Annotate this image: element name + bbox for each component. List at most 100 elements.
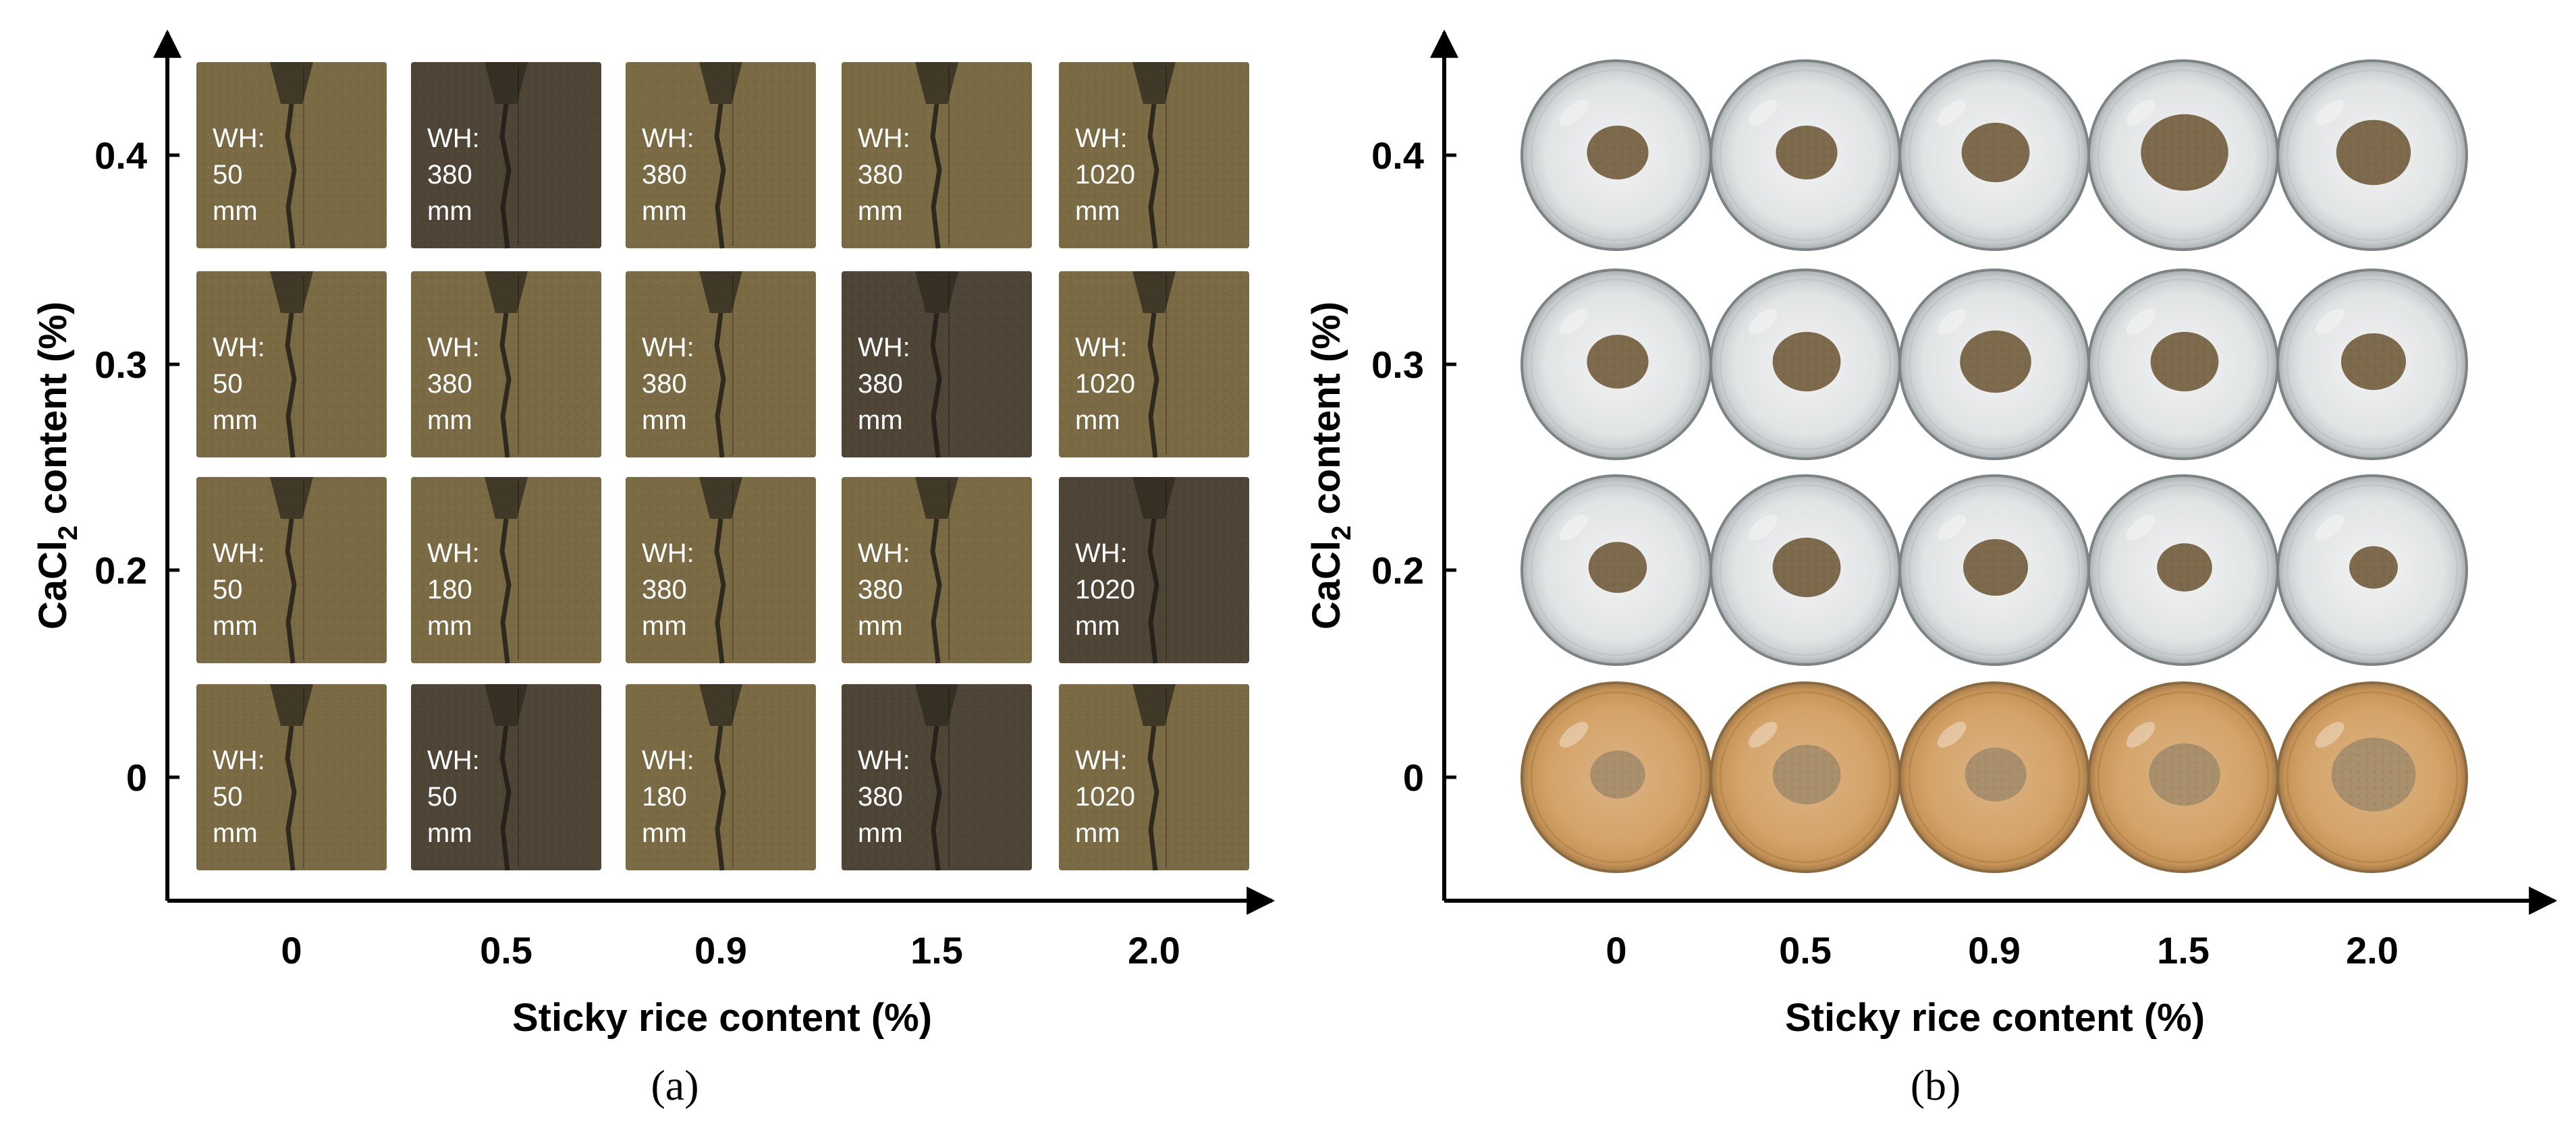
panel-a-y-axis-title: CaCl2 content (%) [31, 302, 83, 629]
wh-prefix-label: WH: [1075, 538, 1128, 568]
wh-prefix-label: WH: [642, 746, 694, 775]
petri-dish [2087, 59, 2279, 251]
petri-dish [1709, 269, 1901, 460]
wh-prefix-label: WH: [1075, 123, 1128, 153]
petri-dish [1709, 474, 1901, 666]
wh-value-label: 380 [858, 782, 903, 812]
panel-b-label: (b) [1911, 1061, 1961, 1109]
panel-b: 0.4 0.3 0.2 0 0 0.5 0.9 1.5 2.0 Sticky rice con… [1305, 29, 2558, 1109]
wh-value-label: 50 [213, 160, 243, 190]
specimen-photo: WH: 50 mm [196, 62, 387, 249]
specimen-photo: WH: 380 mm [842, 684, 1032, 871]
wh-prefix-label: WH: [1075, 333, 1128, 362]
wh-value-label: 380 [642, 369, 687, 399]
specimen-photo: WH: 1020 mm [1059, 684, 1249, 871]
crack-line [499, 103, 512, 249]
panel-a-x-axis-title: Sticky rice content (%) [512, 996, 932, 1040]
wh-prefix-label: WH: [427, 333, 480, 362]
wh-value-label: 380 [858, 369, 903, 399]
crack-line [1147, 518, 1159, 664]
petri-dish [2087, 474, 2279, 666]
wh-unit-label: mm [642, 196, 687, 226]
panel-a: 0.4 0.3 0.2 0 0 0.5 0.9 1.5 2.0 WH: 50 mm WH: 380 mm… [31, 29, 1276, 1109]
petri-dish [2276, 681, 2468, 873]
specimen-photo: WH: 1020 mm [1059, 271, 1249, 458]
wh-prefix-label: WH: [213, 333, 265, 362]
petri-dish [1520, 59, 1712, 251]
wh-unit-label: mm [213, 611, 258, 641]
wh-unit-label: mm [642, 611, 687, 641]
y-tick-label: 0 [1403, 756, 1424, 799]
petri-dish [2276, 474, 2468, 666]
x-tick-label: 0.9 [694, 929, 747, 972]
specimen-photo: WH: 180 mm [626, 684, 816, 871]
petri-dish [1898, 681, 2090, 873]
panel-b-y-axis-title: CaCl2 content (%) [1305, 302, 1356, 629]
specimen-photo: WH: 50 mm [411, 684, 601, 871]
y-tick-label: 0 [126, 756, 147, 799]
wh-unit-label: mm [858, 818, 903, 848]
wh-value-label: 50 [213, 782, 243, 812]
wh-unit-label: mm [213, 405, 258, 435]
crack-line [499, 725, 512, 871]
specimen-photo: WH: 380 mm [842, 477, 1032, 664]
wh-prefix-label: WH: [858, 333, 910, 362]
wh-prefix-label: WH: [642, 123, 694, 153]
wh-prefix-label: WH: [213, 746, 265, 775]
petri-dish [1709, 681, 1901, 873]
x-tick-label: 0 [281, 929, 302, 972]
crack-line [499, 312, 512, 458]
wh-unit-label: mm [213, 818, 258, 848]
wh-prefix-label: WH: [213, 123, 265, 153]
wh-unit-label: mm [1075, 405, 1120, 435]
wh-prefix-label: WH: [427, 746, 480, 775]
petri-dish [1520, 681, 1712, 873]
wh-prefix-label: WH: [858, 538, 910, 568]
petri-dish [1898, 474, 2090, 666]
wh-unit-label: mm [858, 611, 903, 641]
wh-unit-label: mm [858, 405, 903, 435]
crack-line [1147, 103, 1159, 249]
crack-line [714, 312, 726, 458]
x-tick-label: 1.5 [910, 929, 963, 972]
x-tick-label: 1.5 [2157, 929, 2210, 972]
wh-value-label: 380 [858, 575, 903, 605]
wh-prefix-label: WH: [642, 538, 694, 568]
specimen-photo: WH: 50 mm [196, 684, 387, 871]
x-tick-label: 0.5 [1779, 929, 1832, 972]
x-tick-label: 2.0 [1128, 929, 1180, 972]
wh-value-label: 380 [427, 160, 472, 190]
wh-value-label: 50 [213, 575, 243, 605]
wh-unit-label: mm [427, 405, 472, 435]
x-tick-label: 2.0 [2346, 929, 2399, 972]
y-tick-label: 0.4 [1371, 134, 1424, 177]
wh-value-label: 1020 [1075, 160, 1135, 190]
wh-unit-label: mm [1075, 611, 1120, 641]
specimen-photo: WH: 380 mm [411, 62, 601, 249]
wh-prefix-label: WH: [858, 746, 910, 775]
specimen-photo: WH: 380 mm [842, 271, 1032, 458]
wh-value-label: 180 [427, 575, 472, 605]
crack-line [285, 518, 297, 664]
wh-unit-label: mm [1075, 818, 1120, 848]
panel-b-x-axis-title: Sticky rice content (%) [1785, 996, 2205, 1040]
y-tick-label: 0.3 [94, 343, 147, 386]
specimen-photo: WH: 380 mm [626, 477, 816, 664]
specimen-photo: WH: 380 mm [842, 62, 1032, 249]
x-tick-label: 0.5 [480, 929, 532, 972]
wh-prefix-label: WH: [427, 538, 480, 568]
specimen-photo: WH: 380 mm [626, 62, 816, 249]
petri-dish [2087, 269, 2279, 460]
petri-dish [2276, 59, 2468, 251]
y-tick-label: 0.4 [94, 134, 147, 177]
specimen-photo: WH: 50 mm [196, 271, 387, 458]
wh-value-label: 380 [858, 160, 903, 190]
wh-value-label: 1020 [1075, 782, 1135, 812]
wh-value-label: 180 [642, 782, 687, 812]
wh-unit-label: mm [642, 405, 687, 435]
y-tick-label: 0.2 [1371, 549, 1424, 592]
wh-value-label: 380 [642, 160, 687, 190]
wh-unit-label: mm [642, 818, 687, 848]
wh-prefix-label: WH: [642, 333, 694, 362]
crack-line [714, 725, 726, 871]
